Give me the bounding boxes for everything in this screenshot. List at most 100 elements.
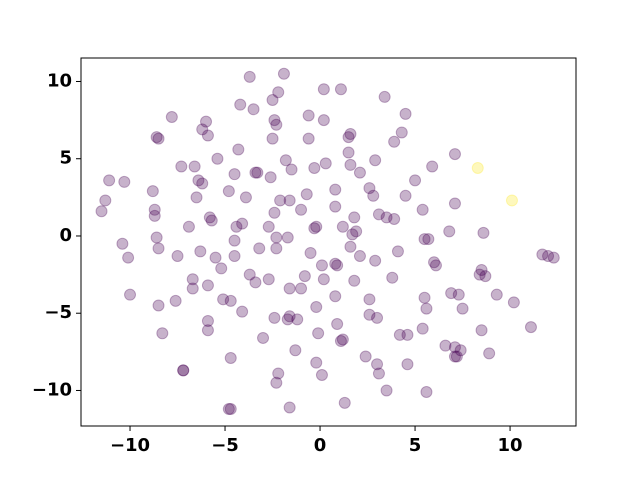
scatter-point	[236, 305, 249, 318]
scatter-point	[283, 194, 296, 207]
scatter-point	[329, 183, 342, 196]
y-tick-label: 10	[47, 70, 72, 91]
scatter-point	[277, 67, 290, 80]
scatter-point	[371, 358, 384, 371]
scatter-point	[367, 189, 380, 202]
scatter-point	[268, 206, 281, 219]
scatter-point	[310, 301, 323, 314]
scatter-point	[201, 129, 214, 142]
scatter-point	[315, 369, 328, 382]
scatter-point	[420, 302, 433, 315]
scatter-point	[479, 270, 492, 283]
scatter-point	[152, 132, 165, 145]
scatter-point	[196, 177, 209, 190]
scatter-point	[388, 212, 401, 225]
scatter-point	[445, 287, 458, 300]
scatter-point	[217, 293, 230, 306]
scatter-point	[283, 282, 296, 295]
scatter-point	[291, 313, 304, 326]
scatter-point	[251, 166, 264, 179]
scatter-point	[146, 185, 159, 198]
scatter-point	[194, 245, 207, 258]
scatter-point	[192, 174, 205, 187]
scatter-point	[317, 114, 330, 127]
plot-area	[81, 58, 576, 426]
scatter-point	[295, 282, 308, 295]
scatter-point	[169, 294, 182, 307]
scatter-point	[268, 114, 281, 127]
scatter-point	[505, 194, 518, 207]
scatter-point	[196, 123, 209, 136]
scatter-point	[148, 209, 161, 222]
scatter-point	[281, 231, 294, 244]
scatter-point	[152, 299, 165, 312]
scatter-point	[186, 282, 199, 295]
scatter-point	[272, 86, 285, 99]
scatter-point	[304, 246, 317, 259]
scatter-point	[270, 376, 283, 389]
scatter-point	[483, 347, 496, 360]
scatter-point	[536, 248, 549, 261]
scatter-point	[344, 240, 357, 253]
scatter-point	[317, 273, 330, 286]
scatter-point	[247, 103, 260, 116]
scatter-point	[272, 367, 285, 380]
x-tick-label: 0	[314, 435, 327, 456]
scatter-point	[175, 160, 188, 173]
scatter-point	[363, 293, 376, 306]
scatter-point	[452, 288, 465, 301]
scatter-point	[418, 233, 431, 246]
scatter-point	[270, 231, 283, 244]
scatter-point	[331, 318, 344, 331]
scatter-point	[264, 171, 277, 184]
scatter-point	[312, 327, 325, 340]
scatter-point	[329, 200, 342, 213]
scatter-point	[99, 194, 112, 207]
scatter-point	[428, 256, 441, 269]
scatter-point	[399, 107, 412, 120]
scatter-point	[353, 166, 366, 179]
scatter-point	[454, 344, 467, 357]
scatter-point	[302, 132, 315, 145]
scatter-point	[336, 220, 349, 233]
scatter-point	[342, 131, 355, 144]
scatter-point	[315, 259, 328, 272]
scatter-point	[363, 182, 376, 195]
scatter-point	[156, 327, 169, 340]
scatter-point	[395, 126, 408, 139]
scatter-point	[308, 222, 321, 235]
scatter-point	[224, 352, 237, 365]
scatter-point	[448, 350, 461, 363]
scatter-point	[380, 211, 393, 224]
scatter-point	[439, 339, 452, 352]
scatter-point	[222, 185, 235, 198]
scatter-point	[450, 350, 463, 363]
scatter-point	[448, 148, 461, 161]
scatter-point	[490, 288, 503, 301]
scatter-point	[477, 226, 490, 239]
scatter-point	[262, 273, 275, 286]
y-tick-label: −5	[44, 302, 72, 323]
scatter-point	[249, 276, 262, 289]
scatter-point	[215, 262, 228, 275]
scatter-point	[201, 314, 214, 327]
scatter-point	[266, 132, 279, 145]
scatter-point	[547, 251, 560, 264]
scatter-point	[426, 160, 439, 173]
scatter-point	[456, 302, 469, 315]
scatter-point	[380, 384, 393, 397]
scatter-point	[475, 263, 488, 276]
scatter-point	[344, 158, 357, 171]
scatter-point	[201, 279, 214, 292]
scatter-point	[279, 154, 292, 167]
scatter-point	[188, 160, 201, 173]
scatter-point	[262, 220, 275, 233]
scatter-point	[209, 251, 222, 264]
scatter-point	[369, 154, 382, 167]
scatter-point	[416, 322, 429, 335]
scatter-point	[281, 313, 294, 326]
scatter-point	[295, 203, 308, 216]
scatter-point	[308, 161, 321, 174]
scatter-point	[243, 268, 256, 281]
